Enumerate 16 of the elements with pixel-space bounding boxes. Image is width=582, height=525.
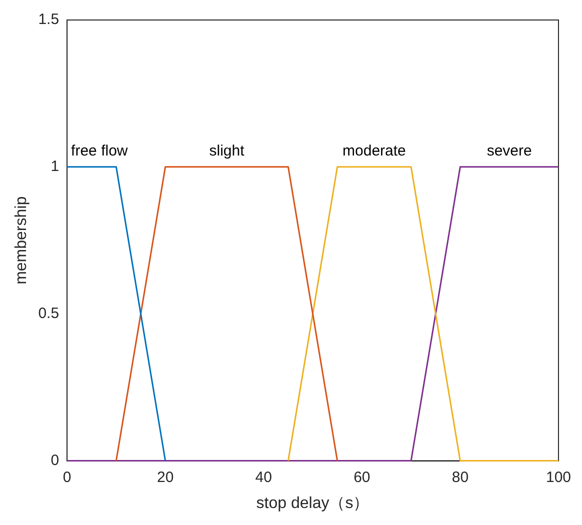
y-tick-label: 1: [50, 158, 60, 176]
x-tick-label: 80: [452, 468, 469, 486]
x-tick-label: 20: [156, 468, 174, 486]
x-tick-label: 60: [354, 468, 370, 486]
series-label: moderate: [342, 142, 406, 160]
y-tick-label: 1.5: [38, 11, 60, 28]
series-label: slight: [209, 142, 246, 160]
y-axis-title: membership: [13, 196, 30, 284]
series-label: free flow: [71, 142, 128, 160]
y-tick-label: 0.5: [38, 305, 60, 322]
y-tick-label: 0: [50, 452, 60, 469]
series-label: severe: [486, 142, 532, 160]
x-tick-label: 0: [62, 468, 72, 486]
x-tick-label: 40: [255, 468, 272, 486]
x-tick-label: 100: [546, 468, 571, 486]
x-axis-title: stop delay（s）: [256, 494, 370, 512]
